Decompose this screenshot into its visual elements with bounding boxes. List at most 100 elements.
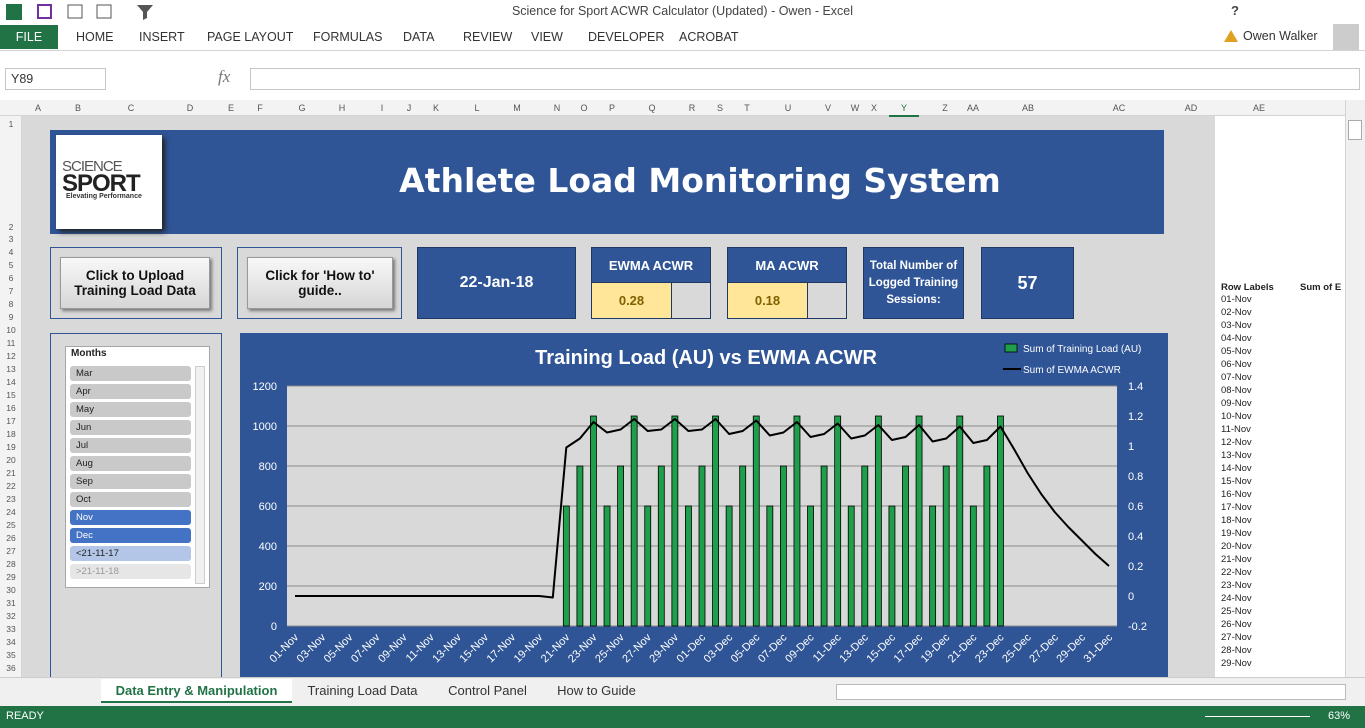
column-header[interactable]: V — [824, 103, 831, 113]
row-header[interactable]: 17 — [6, 416, 16, 426]
slicer-item[interactable]: Dec — [70, 528, 191, 543]
column-header[interactable]: K — [432, 103, 439, 113]
column-header[interactable]: U — [784, 103, 792, 113]
column-header[interactable]: B — [74, 103, 81, 113]
ribbon-tab[interactable]: INSERT — [139, 30, 185, 44]
column-header[interactable]: Y — [889, 101, 919, 117]
fx-label[interactable]: fx — [218, 67, 231, 86]
row-header[interactable]: 26 — [6, 533, 16, 543]
slicer-item[interactable]: >21-11-18 — [70, 564, 191, 579]
row-header[interactable]: 18 — [6, 429, 16, 439]
row-header[interactable]: 15 — [6, 390, 16, 400]
row-header[interactable]: 32 — [6, 611, 16, 621]
sheet-tab[interactable]: Control Panel — [448, 683, 527, 698]
formula-input[interactable] — [250, 68, 1360, 90]
row-header[interactable]: 29 — [6, 572, 16, 582]
slicer-item[interactable]: <21-11-17 — [70, 546, 191, 561]
row-header[interactable]: 21 — [6, 468, 16, 478]
name-box[interactable]: Y89 — [5, 68, 106, 90]
row-header[interactable]: 14 — [6, 377, 16, 387]
column-header[interactable]: N — [553, 103, 561, 113]
row-header[interactable]: 33 — [6, 624, 16, 634]
slicer-item[interactable]: Oct — [70, 492, 191, 507]
slicer-item[interactable]: Jul — [70, 438, 191, 453]
column-header[interactable]: R — [688, 103, 696, 113]
column-header[interactable]: H — [338, 103, 346, 113]
column-header[interactable]: Q — [648, 103, 656, 113]
slicer-item[interactable]: Nov — [70, 510, 191, 525]
column-header[interactable]: A — [34, 103, 41, 113]
column-header[interactable]: X — [870, 103, 877, 113]
column-header[interactable]: L — [474, 103, 480, 113]
row-header[interactable]: 3 — [8, 234, 14, 244]
ribbon-tab[interactable]: ACROBAT — [679, 30, 739, 44]
h-scrollbar[interactable] — [836, 684, 1346, 700]
row-header[interactable]: 34 — [6, 637, 16, 647]
sheet-tab[interactable]: Training Load Data — [307, 683, 418, 698]
button[interactable]: Click for 'How to' guide.. — [247, 257, 393, 309]
ribbon-tab[interactable]: VIEW — [531, 30, 563, 44]
sheet-tab[interactable]: Data Entry & Manipulation — [101, 679, 292, 703]
ribbon-tab[interactable]: DATA — [403, 30, 435, 44]
column-header[interactable]: S — [716, 103, 723, 113]
scroll-thumb[interactable] — [1348, 120, 1362, 140]
row-header[interactable]: 22 — [6, 481, 16, 491]
column-header[interactable]: O — [580, 103, 588, 113]
row-header[interactable]: 16 — [6, 403, 16, 413]
column-header[interactable]: P — [608, 103, 615, 113]
row-header[interactable]: 36 — [6, 663, 16, 673]
row-header[interactable]: 12 — [6, 351, 16, 361]
row-header[interactable]: 7 — [8, 286, 14, 296]
ribbon-tab[interactable]: FILE — [0, 25, 58, 49]
column-header[interactable]: W — [850, 103, 860, 113]
slicer-item[interactable]: Jun — [70, 420, 191, 435]
button[interactable]: Click to Upload Training Load Data — [60, 257, 210, 309]
row-header[interactable]: 20 — [6, 455, 16, 465]
vertical-scrollbar[interactable] — [1345, 100, 1365, 680]
slicer-item[interactable]: Sep — [70, 474, 191, 489]
ribbon-tab[interactable]: PAGE LAYOUT — [207, 30, 294, 44]
sheet-tab[interactable]: How to Guide — [557, 683, 636, 698]
row-header[interactable]: 5 — [8, 260, 14, 270]
column-header[interactable]: J — [406, 103, 412, 113]
column-header[interactable]: AA — [966, 103, 979, 113]
column-header[interactable]: C — [127, 103, 135, 113]
row-header[interactable]: 6 — [8, 273, 14, 283]
row-header[interactable]: 8 — [8, 299, 14, 309]
icon[interactable] — [67, 4, 83, 19]
row-header[interactable]: 2 — [8, 222, 14, 232]
column-header[interactable]: I — [380, 103, 384, 113]
row-header[interactable]: 24 — [6, 507, 16, 517]
column-header[interactable]: Z — [942, 103, 948, 113]
column-header[interactable]: AE — [1252, 103, 1265, 113]
column-header[interactable]: G — [298, 103, 306, 113]
row-header[interactable]: 10 — [6, 325, 16, 335]
row-header[interactable]: 9 — [8, 312, 14, 322]
row-header[interactable]: 1 — [8, 119, 14, 129]
row-header[interactable]: 30 — [6, 585, 16, 595]
row-header[interactable]: 19 — [6, 442, 16, 452]
ribbon-tab[interactable]: DEVELOPER — [588, 30, 665, 44]
column-header[interactable]: D — [186, 103, 194, 113]
column-header[interactable]: AC — [1112, 103, 1126, 113]
ribbon-tab[interactable]: REVIEW — [463, 30, 513, 44]
row-header[interactable]: 4 — [8, 247, 14, 257]
row-header[interactable]: 35 — [6, 650, 16, 660]
row-header[interactable]: 27 — [6, 546, 16, 556]
column-header[interactable]: T — [744, 103, 750, 113]
column-header[interactable]: E — [227, 103, 234, 113]
slicer-item[interactable]: Apr — [70, 384, 191, 399]
row-header[interactable]: 31 — [6, 598, 16, 608]
slicer-item[interactable]: Mar — [70, 366, 191, 381]
row-header[interactable]: 13 — [6, 364, 16, 374]
user-name[interactable]: Owen Walker — [1243, 29, 1318, 43]
icon[interactable] — [96, 4, 112, 19]
filter-icon[interactable] — [137, 5, 153, 20]
help-button[interactable]: ? — [1231, 3, 1239, 18]
row-header[interactable]: 23 — [6, 494, 16, 504]
row-header[interactable]: 25 — [6, 520, 16, 530]
column-header[interactable]: M — [513, 103, 521, 113]
slicer-item[interactable]: May — [70, 402, 191, 417]
zoom-level[interactable]: 63% — [1328, 710, 1351, 722]
zoom-slider[interactable] — [1205, 716, 1310, 717]
